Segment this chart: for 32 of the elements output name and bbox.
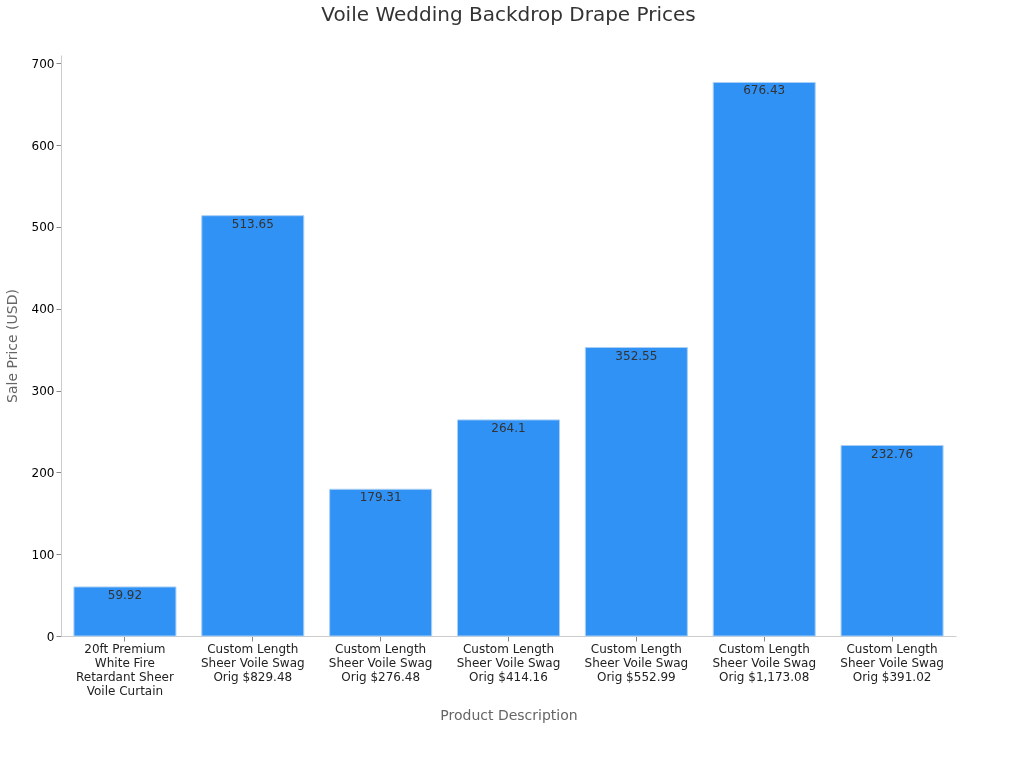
x-tick-label: Custom Length Sheer Voile Swag Orig $1,173.08 (712, 641, 817, 684)
data-label: 676.43 (743, 83, 786, 98)
x-axis-title: Product Description (440, 706, 578, 723)
y-tick-label: 200 (31, 465, 55, 480)
chart-title: Voile Wedding Backdrop Drape Prices (321, 2, 696, 26)
x-tick-label: Custom Length Sheer Voile Swag Orig $276.48 (328, 641, 433, 684)
bar (201, 215, 305, 637)
x-tick-label: Custom Length Sheer Voile Swag Orig $829.48 (200, 641, 305, 684)
y-tick-label: 700 (31, 56, 55, 71)
data-label: 59.92 (107, 587, 143, 602)
bar (329, 488, 433, 637)
y-axis-title: Sale Price (USD) (3, 289, 20, 403)
data-label: 352.55 (615, 348, 658, 363)
data-label: 179.31 (359, 490, 402, 505)
y-tick-label: 0 (46, 629, 55, 644)
data-label: 232.76 (871, 446, 914, 461)
data-label: 264.1 (491, 420, 526, 435)
bar (840, 445, 944, 637)
x-tick-label: Custom Length Sheer Voile Swag Orig $391.02 (840, 641, 944, 684)
y-tick-label: 100 (31, 547, 55, 562)
bar (457, 419, 560, 637)
y-tick-label: 300 (31, 384, 55, 399)
bar (73, 586, 177, 637)
x-tick-label: Custom Length Sheer Voile Swag Orig $414.16 (456, 641, 561, 684)
y-tick-label: 400 (31, 302, 55, 317)
x-tick-label: 20ft Premium White Fire Retardant Sheer Voile Curtain (75, 641, 174, 698)
y-tick-label: 500 (31, 220, 55, 235)
y-tick-label: 600 (31, 138, 55, 153)
bar (712, 81, 816, 637)
x-tick-label: Custom Length Sheer Voile Swag Orig $552.99 (584, 641, 689, 684)
data-label: 513.65 (231, 216, 274, 231)
bar (584, 347, 688, 637)
